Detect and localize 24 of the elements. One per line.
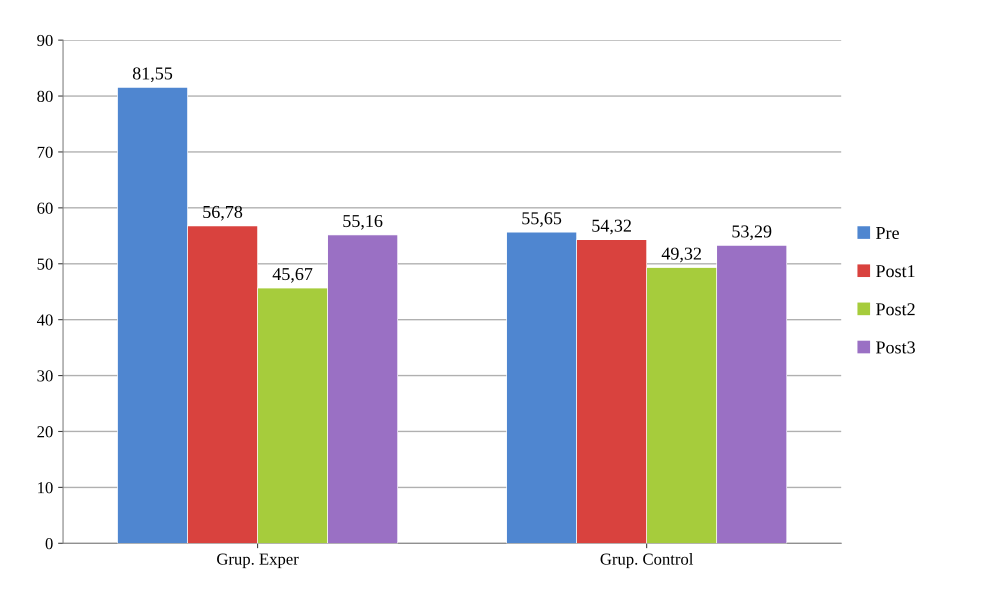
data-label: 45,67 (272, 268, 312, 283)
legend-label: Pre (876, 227, 899, 240)
y-tick-label: 90 (37, 34, 53, 46)
x-tick-label: Grup. Control (600, 553, 694, 568)
x-tick-label: Grup. Exper (217, 554, 299, 568)
legend-label: Post3 (876, 341, 915, 354)
y-tick-label: 50 (38, 258, 53, 270)
y-tick-label: 20 (37, 426, 53, 438)
y-tick-label: 60 (37, 202, 53, 214)
y-tick-label: 10 (38, 482, 53, 494)
y-tick-label: 70 (38, 146, 53, 158)
data-label: 81,55 (132, 67, 172, 82)
y-tick-label: 0 (46, 538, 53, 550)
data-label: 54,32 (592, 220, 631, 234)
legend-label: Post2 (876, 303, 915, 316)
data-label: 55,65 (522, 212, 562, 227)
y-tick-label: 30 (37, 370, 53, 382)
y-tick-label: 80 (37, 90, 53, 102)
legend-label: Post1 (876, 265, 915, 278)
data-label: 53,29 (732, 225, 772, 240)
data-label: 49,32 (662, 248, 701, 262)
y-tick-label: 40 (36, 314, 53, 326)
data-label: 56,78 (203, 206, 242, 221)
data-label: 55,16 (343, 214, 382, 230)
